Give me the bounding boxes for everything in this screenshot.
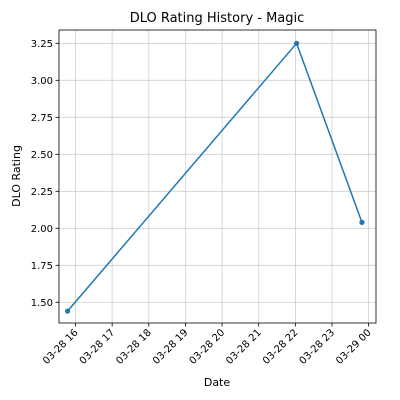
data-point — [64, 308, 71, 314]
grid-layer — [59, 30, 376, 323]
tick-layer: 1.50 1.75 2.00 2.25 2.50 2.75 3.00 3.25 03-28 16… — [31, 39, 374, 367]
x-tick-label: 03-28 21 — [224, 327, 264, 367]
y-tick-label: 2.25 — [31, 187, 53, 198]
x-tick-label: 03-29 00 — [334, 327, 374, 367]
x-tick-label: 03-28 23 — [298, 327, 338, 367]
y-tick-label: 2.00 — [31, 224, 53, 235]
y-tick-label: 3.25 — [31, 39, 53, 50]
y-tick-label: 1.50 — [31, 298, 53, 309]
x-tick-label: 03-28 19 — [151, 327, 191, 367]
y-tick-label: 2.75 — [31, 113, 53, 124]
y-axis-label: DLO Rating — [10, 145, 23, 207]
x-tick-label: 03-28 17 — [78, 327, 118, 367]
series-layer — [64, 40, 365, 314]
y-tick-label: 1.75 — [31, 261, 53, 272]
x-tick-label: 03-28 18 — [114, 327, 154, 367]
y-tick-label: 3.00 — [31, 76, 53, 87]
chart-title: DLO Rating History - Magic — [130, 11, 305, 26]
data-point — [293, 40, 300, 46]
x-axis-label: Date — [204, 376, 231, 389]
plot-frame — [58, 29, 377, 324]
data-point — [359, 219, 365, 225]
series-line — [66, 42, 363, 312]
y-tick-label: 2.50 — [31, 150, 53, 161]
x-tick-label: 03-28 16 — [41, 327, 81, 367]
x-tick-label: 03-28 22 — [261, 327, 301, 367]
x-tick-label: 03-28 20 — [188, 327, 228, 367]
